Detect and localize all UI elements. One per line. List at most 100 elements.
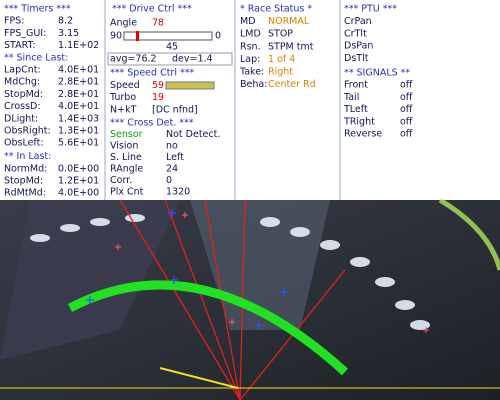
edge <box>438 197 500 271</box>
row-value: 0 <box>166 175 172 186</box>
row-value: 1.3E+01 <box>58 126 99 137</box>
angle-value: 78 <box>152 18 164 29</box>
row-value: Left <box>166 152 184 163</box>
row-value: 3.15 <box>58 28 79 39</box>
row-value: off <box>400 80 413 91</box>
row-label: MdChg: <box>4 77 40 88</box>
row-value: 4.0E+01 <box>58 65 99 76</box>
row-value: 59 <box>152 80 164 91</box>
row-label: NormMd: <box>4 163 47 174</box>
row-value: 0.0E+00 <box>58 163 99 174</box>
row-label: StopMd: <box>4 89 43 100</box>
row-value: off <box>400 129 413 140</box>
row-label: CrPan <box>344 16 372 27</box>
row-label: FPS_GUI: <box>4 28 46 39</box>
row-value: 1320 <box>166 187 190 198</box>
section-heading: *** Drive Ctrl *** <box>112 4 192 15</box>
avg: avg=76.2 <box>110 54 157 65</box>
row-label: Corr. <box>110 175 132 186</box>
track-lights <box>30 214 430 330</box>
row-value: NORMAL <box>268 16 310 27</box>
slider-mid: 45 <box>166 42 178 53</box>
row-value: 8.2 <box>58 16 73 27</box>
slider-min: 90 <box>110 31 122 42</box>
row-value: off <box>400 92 413 103</box>
row-value: Not Detect. <box>166 129 220 140</box>
section-heading: * Race Status * <box>240 4 312 15</box>
row-label: MD <box>240 16 256 27</box>
row-value: off <box>400 104 413 115</box>
row-label: ObsRight: <box>4 126 51 137</box>
section-heading: ** In Last: <box>4 151 51 162</box>
row-value: 4.0E+01 <box>58 101 99 112</box>
row-label: N+kT <box>110 104 137 115</box>
row-label: TRight <box>343 116 375 127</box>
row-value: Right <box>268 67 293 78</box>
slider-handle[interactable] <box>136 31 139 41</box>
section-heading: ** Since Last: <box>4 52 68 63</box>
row-value: 19 <box>152 92 164 103</box>
row-label: FPS: <box>4 16 24 27</box>
row-label: Take: <box>239 67 264 78</box>
row-label: Lap: <box>240 54 260 65</box>
section-heading: ** SIGNALS ** <box>344 68 410 79</box>
row-value: [DC nfnd] <box>152 104 198 115</box>
slider-max: 0 <box>215 31 221 42</box>
row-label: S. Line <box>110 152 142 163</box>
row-value: 1.1E+02 <box>58 40 99 51</box>
row-value: 4.0E+00 <box>58 188 99 199</box>
section-heading: *** Timers *** <box>4 4 71 15</box>
avg-box <box>107 52 233 66</box>
row-label: TLeft <box>343 104 368 115</box>
speed-bar <box>165 81 215 90</box>
row-label: LapCnt: <box>4 65 41 76</box>
row-value: STPM tmt <box>268 41 314 52</box>
angle-slider[interactable] <box>123 31 213 41</box>
row-label: ObsLeft: <box>4 138 44 149</box>
target-line <box>159 367 239 389</box>
row-label: START: <box>4 40 35 51</box>
row-label: StopMd: <box>4 176 43 187</box>
row-label: Tail <box>343 92 359 103</box>
row-value: 2.8E+01 <box>58 77 99 88</box>
row-value: 1.2E+01 <box>58 176 99 187</box>
row-value: 24 <box>166 164 178 175</box>
sections: *** Timers ***FPS: 8.2 FPS_GUI: 3.15 START: 1… <box>4 4 413 199</box>
row-value: 2.8E+01 <box>58 89 99 100</box>
row-label: Reverse <box>344 129 382 140</box>
angle-label: Angle <box>110 18 137 29</box>
row-label: CrossD: <box>4 101 41 112</box>
row-label: Beha: <box>240 79 267 90</box>
status-panel <box>0 0 500 200</box>
row-value: off <box>400 116 413 127</box>
row-label: DLight: <box>4 113 38 124</box>
row-label: DsTlt <box>344 53 369 64</box>
row-label: CrTlt <box>344 28 367 39</box>
section-heading: *** Cross Det. *** <box>110 118 194 129</box>
dividers <box>104 0 341 200</box>
row-label: Vision <box>110 141 138 152</box>
red-markers <box>115 212 429 333</box>
camera-view <box>0 197 500 400</box>
markers <box>86 209 288 329</box>
row-value: 1.4E+03 <box>58 113 99 124</box>
section-heading: *** Speed Ctrl *** <box>110 68 194 79</box>
row-value: Center Rd <box>268 79 316 90</box>
row-label: LMD <box>240 29 261 40</box>
row-label: Rsn. <box>240 41 261 52</box>
dev: dev=1.4 <box>172 54 213 65</box>
row-label: Speed <box>110 80 140 91</box>
row-value: 1 of 4 <box>268 54 295 65</box>
lane-arc <box>67 280 349 376</box>
section-heading: *** PTU *** <box>344 4 397 15</box>
row-label: Turbo <box>109 92 136 103</box>
row-value: STOP <box>268 29 293 40</box>
row-label: DsPan <box>344 41 373 52</box>
row-value: no <box>166 141 178 152</box>
row-label: Front <box>344 80 368 91</box>
row-label: RdMtMd: <box>4 188 46 199</box>
row-value: 5.6E+01 <box>58 138 99 149</box>
row-label: Plx Cnt <box>110 187 144 198</box>
